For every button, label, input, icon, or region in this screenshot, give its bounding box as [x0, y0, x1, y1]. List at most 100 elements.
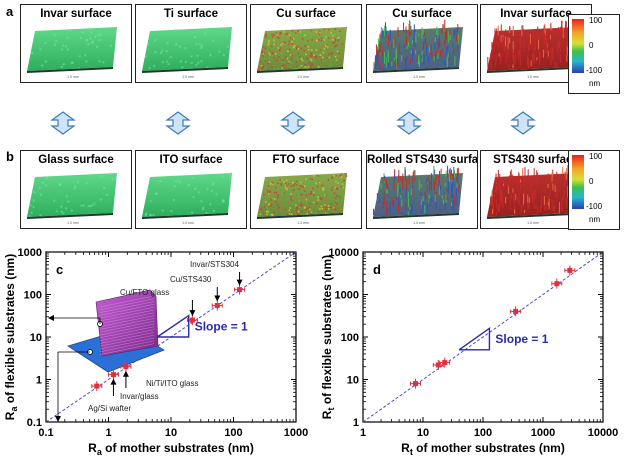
point-annotation: Invar/glass — [120, 392, 159, 401]
annotation-arrow — [110, 378, 117, 396]
x-tick-label: 1000 — [531, 427, 555, 439]
surface-tile: Ti surface 1.0 mm — [135, 4, 247, 83]
tile-axis-label: 1.0 mm — [413, 221, 425, 225]
slope-triangle — [458, 326, 491, 351]
data-point — [91, 381, 103, 392]
surface-tile-title: Ti surface — [163, 8, 219, 20]
surface-tile-title: ITO surface — [159, 154, 223, 166]
surface-tile-title: Cu surface — [276, 8, 336, 20]
data-point — [211, 300, 223, 311]
x-tick-label: 10 — [417, 427, 429, 439]
annotation-arrow — [189, 300, 196, 317]
panel-label-d: d — [373, 262, 381, 277]
colorbar-unit-label: nm — [589, 215, 601, 224]
tile-axis-label: 1.0 mm — [182, 75, 194, 79]
y-tick-label: 10000 — [328, 247, 359, 259]
y-tick-label: 10 — [347, 375, 359, 387]
surface-3d-plot: 1.0 mm — [257, 173, 348, 225]
y-tick-label: 100 — [341, 332, 359, 344]
colorbar-b: 100 0 -100 nm — [568, 150, 620, 230]
y-tick-label: 10 — [30, 332, 42, 344]
surface-3d-plot: 1.0 mm — [487, 164, 577, 225]
surface-tile: Rolled STS430 surface 1.0 mm — [366, 150, 478, 229]
data-point — [564, 265, 576, 276]
surface-tile-title: Invar surface — [40, 8, 112, 20]
y-tick-label: 0.1 — [27, 417, 42, 429]
chart-d-rt-comparison: d 1 10 100 1000 10000 1 10 100 1000 10000 Rt of mot… — [320, 247, 619, 457]
slope-label: Slope = 1 — [195, 319, 248, 333]
point-annotation: Invar/STS304 — [190, 260, 239, 269]
tile-axis-label: 1.0 mm — [67, 221, 79, 225]
colorbar-unit-label: nm — [589, 79, 601, 88]
colorbar-mid-label: 0 — [589, 41, 594, 50]
x-tick-label: 1 — [360, 427, 366, 439]
point-annotation: Ag/Si wafter — [88, 404, 131, 413]
data-point — [510, 306, 522, 317]
colorbar-gradient — [572, 19, 584, 73]
surface-tile: Cu surface 1.0 mm — [250, 4, 362, 83]
x-axis-label: Ra of mother substrates (nm) — [88, 441, 254, 457]
data-point — [107, 369, 119, 380]
data-point — [439, 357, 451, 368]
double-arrow-icon — [165, 111, 191, 135]
data-point — [234, 284, 246, 295]
surface-tile: Glass surface 1.0 mm — [20, 150, 132, 229]
surface-tile-title: Rolled STS430 surface — [367, 154, 478, 166]
x-tick-label: 0.1 — [38, 427, 53, 439]
fit-line-slope-1 — [362, 251, 604, 423]
surface-tile: Cu surface 1.0 mm — [366, 4, 478, 83]
surface-3d-plot: 1.0 mm — [372, 165, 463, 225]
data-point — [410, 378, 422, 389]
tile-axis-label: 1.0 mm — [67, 75, 79, 79]
x-tick-label: 1000 — [284, 427, 308, 439]
slope-label: Slope = 1 — [495, 332, 548, 346]
point-annotation: Cu/FTO glass — [120, 288, 169, 297]
surface-3d-plot: 1.0 mm — [27, 27, 117, 79]
double-arrow-icon — [50, 111, 76, 135]
colorbar-bottom-label: -100 — [586, 66, 603, 75]
slope-triangle — [156, 314, 190, 338]
annotation-arrow — [214, 287, 221, 302]
surface-3d-plot: 1.0 mm — [373, 19, 463, 79]
x-tick-label: 10 — [165, 427, 177, 439]
surface-tile-title: STS430 surface — [493, 154, 579, 166]
annotation-arrow — [236, 272, 243, 286]
surface-3d-plot: 1.0 mm — [142, 172, 233, 225]
point-annotation: Ni/Ti/ITO glass — [146, 379, 198, 388]
colorbar-bottom-label: -100 — [586, 202, 603, 211]
data-point — [432, 359, 444, 370]
tile-axis-label: 1.0 mm — [297, 221, 309, 225]
colorbar-mid-label: 0 — [589, 177, 594, 186]
double-arrow-icon — [396, 111, 422, 135]
x-tick-label: 10000 — [588, 427, 619, 439]
tile-axis-label: 1.0 mm — [182, 221, 194, 225]
y-axis-label: Rt of flexible substrates (nm) — [320, 255, 336, 419]
y-tick-label: 1 — [36, 375, 42, 387]
surface-3d-plot: 1.0 mm — [27, 172, 117, 225]
panel-label-a: a — [6, 4, 14, 19]
surface-3d-plot: 1.0 mm — [487, 20, 577, 79]
panel-label-b: b — [6, 149, 14, 164]
surface-tile-title: FTO surface — [272, 154, 340, 166]
tile-axis-label: 1.0 mm — [413, 75, 425, 79]
x-tick-label: 100 — [224, 427, 242, 439]
y-axis-label: Ra of flexible substrates (nm) — [3, 254, 19, 420]
x-tick-label: 1 — [105, 427, 111, 439]
data-point — [551, 278, 563, 289]
tile-axis-label: 1.0 mm — [527, 221, 539, 225]
colorbar-gradient — [572, 155, 584, 209]
film-substrate-illustration — [48, 289, 165, 422]
surface-tile-title: Cu surface — [392, 8, 452, 20]
surface-tile-title: Glass surface — [38, 154, 114, 166]
panel-label-c: c — [56, 262, 63, 277]
point-annotation: Cu/STS430 — [170, 275, 212, 284]
y-tick-label: 1 — [353, 417, 359, 429]
colorbar-top-label: 100 — [589, 16, 603, 25]
y-tick-label: 1000 — [18, 247, 42, 259]
surface-3d-plot: 1.0 mm — [142, 27, 232, 79]
surface-tile: FTO surface 1.0 mm — [250, 150, 362, 229]
colorbar-a: 100 0 -100 nm — [568, 14, 620, 94]
x-tick-label: 100 — [474, 427, 492, 439]
tile-axis-label: 1.0 mm — [297, 75, 309, 79]
y-tick-label: 1000 — [335, 290, 359, 302]
